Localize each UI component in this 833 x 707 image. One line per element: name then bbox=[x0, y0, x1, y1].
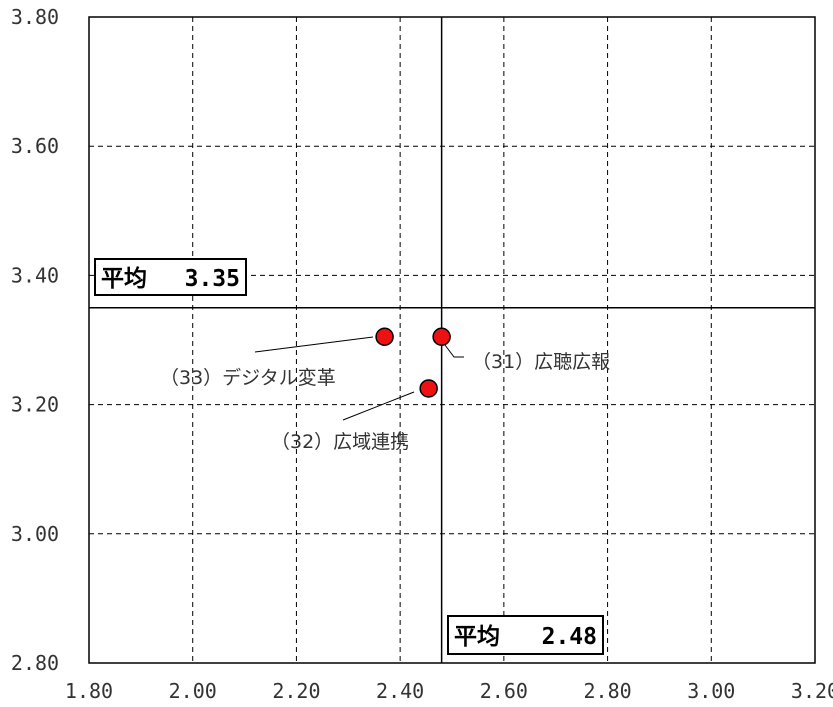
average-y-box: 平均 3.35 bbox=[94, 258, 247, 296]
average-lines bbox=[89, 17, 815, 663]
leader-line bbox=[444, 344, 464, 358]
point-label: （33）デジタル変革 bbox=[160, 367, 336, 389]
y-tick-label: 3.60 bbox=[11, 134, 59, 158]
data-point bbox=[419, 379, 438, 398]
y-tick-label: 3.00 bbox=[11, 522, 59, 546]
y-tick-label: 2.80 bbox=[11, 651, 59, 675]
data-point bbox=[432, 327, 451, 347]
point-labels: （33）デジタル変革 （31）広聴広報 （32）広域連携 bbox=[160, 351, 610, 453]
leader-line bbox=[342, 391, 415, 421]
x-tick-label: 2.60 bbox=[480, 679, 528, 703]
x-tick-label: 3.00 bbox=[687, 679, 735, 703]
x-tick-label: 1.80 bbox=[65, 679, 113, 703]
point-label: （32）広域連携 bbox=[271, 431, 409, 453]
x-tick-label: 2.00 bbox=[169, 679, 217, 703]
y-tick-label: 3.80 bbox=[11, 5, 59, 29]
leader-line bbox=[254, 336, 374, 353]
label-leader-lines bbox=[254, 336, 464, 421]
average-y-label: 平均 bbox=[101, 265, 147, 292]
average-y-value: 3.35 bbox=[185, 266, 240, 292]
x-tick-label: 2.80 bbox=[583, 679, 631, 703]
plot-frame bbox=[88, 16, 816, 664]
data-point bbox=[375, 327, 394, 347]
point-label: （31）広聴広報 bbox=[472, 351, 610, 373]
y-tick-label: 3.40 bbox=[11, 263, 59, 287]
x-tick-label: 2.40 bbox=[376, 679, 424, 703]
y-tick-label: 3.20 bbox=[11, 393, 59, 417]
grid-lines bbox=[89, 17, 815, 663]
average-x-box: 平均 2.48 bbox=[447, 615, 604, 655]
average-x-label: 平均 bbox=[454, 623, 500, 650]
axis-tick-labels: 1.80 2.00 2.20 2.40 2.60 2.80 3.00 3.20 2.80 3.00… bbox=[11, 5, 833, 703]
average-x-value: 2.48 bbox=[542, 624, 597, 650]
x-tick-label: 3.20 bbox=[791, 679, 833, 703]
x-tick-label: 2.20 bbox=[272, 679, 320, 703]
data-points bbox=[375, 327, 451, 398]
